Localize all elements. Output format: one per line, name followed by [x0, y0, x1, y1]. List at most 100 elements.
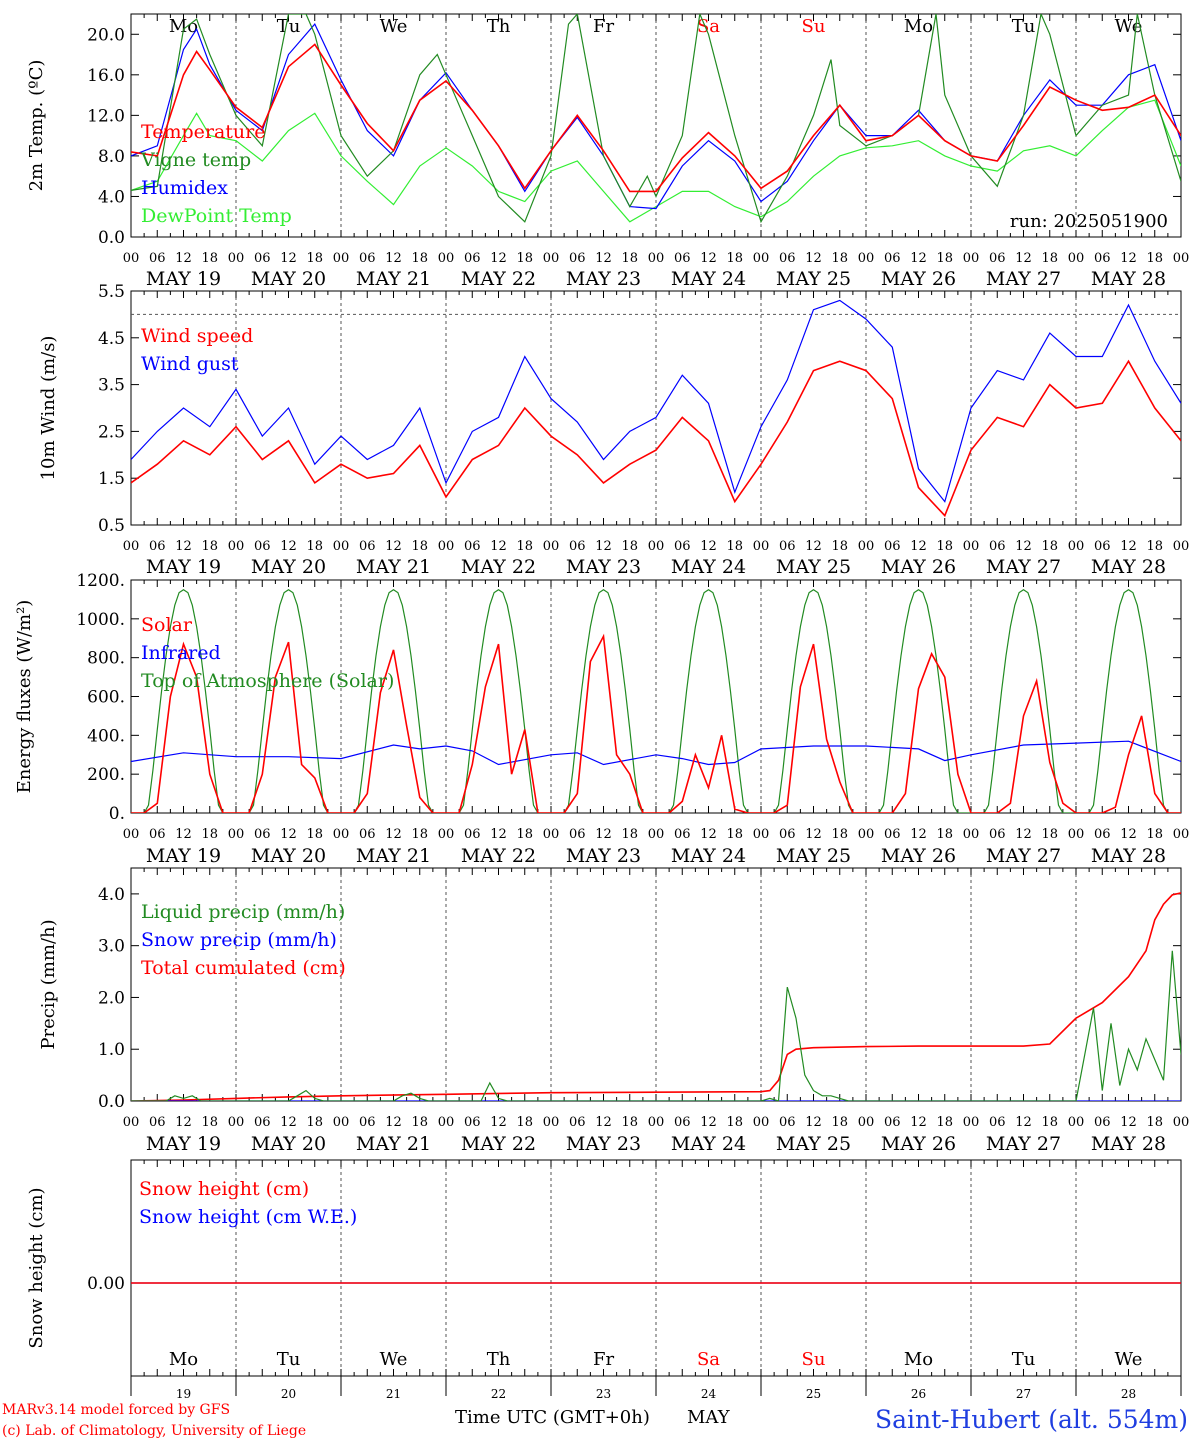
- credit-line-2: (c) Lab. of Climatology, University of L…: [2, 1423, 306, 1439]
- date-label: MAY 26: [881, 1133, 956, 1155]
- hour-tick-label: 06: [779, 251, 796, 266]
- hour-tick-label: 00: [123, 539, 140, 554]
- y-tick-label: 800.: [87, 649, 125, 669]
- hour-tick-label: 00: [648, 827, 665, 842]
- date-label: MAY 22: [461, 1133, 536, 1155]
- hour-tick-label: 06: [569, 539, 586, 554]
- y-tick-label: 0.: [109, 804, 125, 824]
- date-label: MAY 23: [566, 845, 641, 867]
- hour-tick-label: 18: [1146, 251, 1163, 266]
- hour-tick-label: 12: [700, 1115, 717, 1130]
- hour-tick-label: 12: [490, 1115, 507, 1130]
- y-axis-label: Precip (mm/h): [38, 919, 59, 1049]
- hour-tick-label: 12: [805, 1115, 822, 1130]
- date-label: MAY 19: [146, 268, 221, 290]
- date-label: MAY 28: [1091, 1133, 1166, 1155]
- day-number: 23: [596, 1387, 611, 1401]
- hour-tick-label: 12: [910, 251, 927, 266]
- weekday-label: Tu: [277, 16, 301, 37]
- weekday-label: Tu: [1012, 16, 1036, 37]
- legend-entry: Top of Atmosphere (Solar): [141, 670, 394, 692]
- y-tick-label: 200.: [87, 765, 125, 785]
- date-label: MAY 23: [566, 1133, 641, 1155]
- hour-tick-label: 12: [280, 827, 297, 842]
- y-tick-label: 1000.: [76, 610, 125, 630]
- hour-tick-label: 00: [1068, 827, 1085, 842]
- hour-tick-label: 18: [726, 827, 743, 842]
- weekday-label: Th: [487, 1349, 511, 1370]
- y-tick-label: 2.0: [98, 988, 125, 1008]
- hour-tick-label: 12: [490, 539, 507, 554]
- hour-tick-label: 00: [438, 539, 455, 554]
- hour-tick-label: 00: [1173, 539, 1190, 554]
- series-line-solar: [131, 633, 1181, 813]
- hour-tick-label: 00: [858, 251, 875, 266]
- hour-tick-label: 06: [149, 827, 166, 842]
- y-tick-label: 0.00: [87, 1274, 125, 1294]
- hour-tick-label: 06: [674, 251, 691, 266]
- hour-tick-label: 06: [254, 251, 271, 266]
- hour-tick-label: 06: [674, 539, 691, 554]
- y-tick-label: 1.5: [98, 469, 125, 489]
- hour-tick-label: 12: [1120, 251, 1137, 266]
- hour-tick-label: 18: [936, 539, 953, 554]
- date-label: MAY 28: [1091, 556, 1166, 578]
- date-label: MAY 24: [671, 1133, 746, 1155]
- hour-tick-label: 06: [1094, 1115, 1111, 1130]
- hour-tick-label: 18: [411, 539, 428, 554]
- date-label: MAY 20: [251, 1133, 326, 1155]
- hour-tick-label: 12: [910, 1115, 927, 1130]
- y-tick-label: 600.: [87, 688, 125, 708]
- hour-tick-label: 18: [306, 1115, 323, 1130]
- hour-tick-label: 06: [149, 1115, 166, 1130]
- weekday-label: Su: [802, 16, 826, 37]
- hour-tick-label: 12: [490, 251, 507, 266]
- y-tick-label: 12.0: [87, 106, 125, 126]
- hour-tick-label: 00: [753, 251, 770, 266]
- hour-tick-label: 00: [228, 539, 245, 554]
- weekday-label: Fr: [593, 1349, 614, 1370]
- hour-tick-label: 18: [1146, 1115, 1163, 1130]
- legend-entry: Liquid precip (mm/h): [141, 901, 345, 923]
- hour-tick-label: 00: [858, 827, 875, 842]
- weekday-label: Mo: [904, 16, 933, 37]
- hour-tick-label: 00: [1173, 1115, 1190, 1130]
- hour-tick-label: 18: [831, 251, 848, 266]
- date-label: MAY 26: [881, 845, 956, 867]
- hour-tick-label: 12: [1015, 539, 1032, 554]
- hour-tick-label: 18: [411, 1115, 428, 1130]
- y-tick-label: 2.5: [98, 422, 125, 442]
- date-label: MAY 24: [671, 556, 746, 578]
- hour-tick-label: 00: [123, 1115, 140, 1130]
- legend-entry: Snow height (cm): [139, 1178, 309, 1200]
- hour-tick-label: 18: [306, 539, 323, 554]
- x-axis-label: Time UTC (GMT+0h): [455, 1407, 650, 1428]
- hour-tick-label: 00: [543, 251, 560, 266]
- hour-tick-label: 12: [175, 1115, 192, 1130]
- hour-tick-label: 12: [595, 539, 612, 554]
- hour-tick-label: 06: [674, 827, 691, 842]
- hour-tick-label: 12: [1120, 539, 1137, 554]
- hour-tick-label: 18: [201, 251, 218, 266]
- legend-entry: Total cumulated (cm): [141, 957, 346, 979]
- hour-tick-label: 00: [963, 539, 980, 554]
- hour-tick-label: 00: [858, 539, 875, 554]
- y-tick-label: 400.: [87, 726, 125, 746]
- hour-tick-label: 06: [359, 1115, 376, 1130]
- credit-line-1: MARv3.14 model forced by GFS: [2, 1402, 230, 1418]
- weekday-label: Tu: [277, 1349, 301, 1370]
- weekday-label: Mo: [904, 1349, 933, 1370]
- date-label: MAY 26: [881, 556, 956, 578]
- hour-tick-label: 12: [700, 251, 717, 266]
- hour-tick-label: 00: [228, 251, 245, 266]
- weekday-label: Mo: [169, 1349, 198, 1370]
- legend-entry: Vigne temp: [140, 149, 251, 171]
- series-line-top-of-atmosphere-solar-: [131, 588, 1181, 813]
- hour-tick-label: 12: [805, 539, 822, 554]
- month-label: MAY: [687, 1407, 731, 1428]
- hour-tick-label: 06: [1094, 251, 1111, 266]
- hour-tick-label: 12: [805, 251, 822, 266]
- hour-tick-label: 00: [753, 539, 770, 554]
- hour-tick-label: 12: [280, 1115, 297, 1130]
- hour-tick-label: 18: [1146, 539, 1163, 554]
